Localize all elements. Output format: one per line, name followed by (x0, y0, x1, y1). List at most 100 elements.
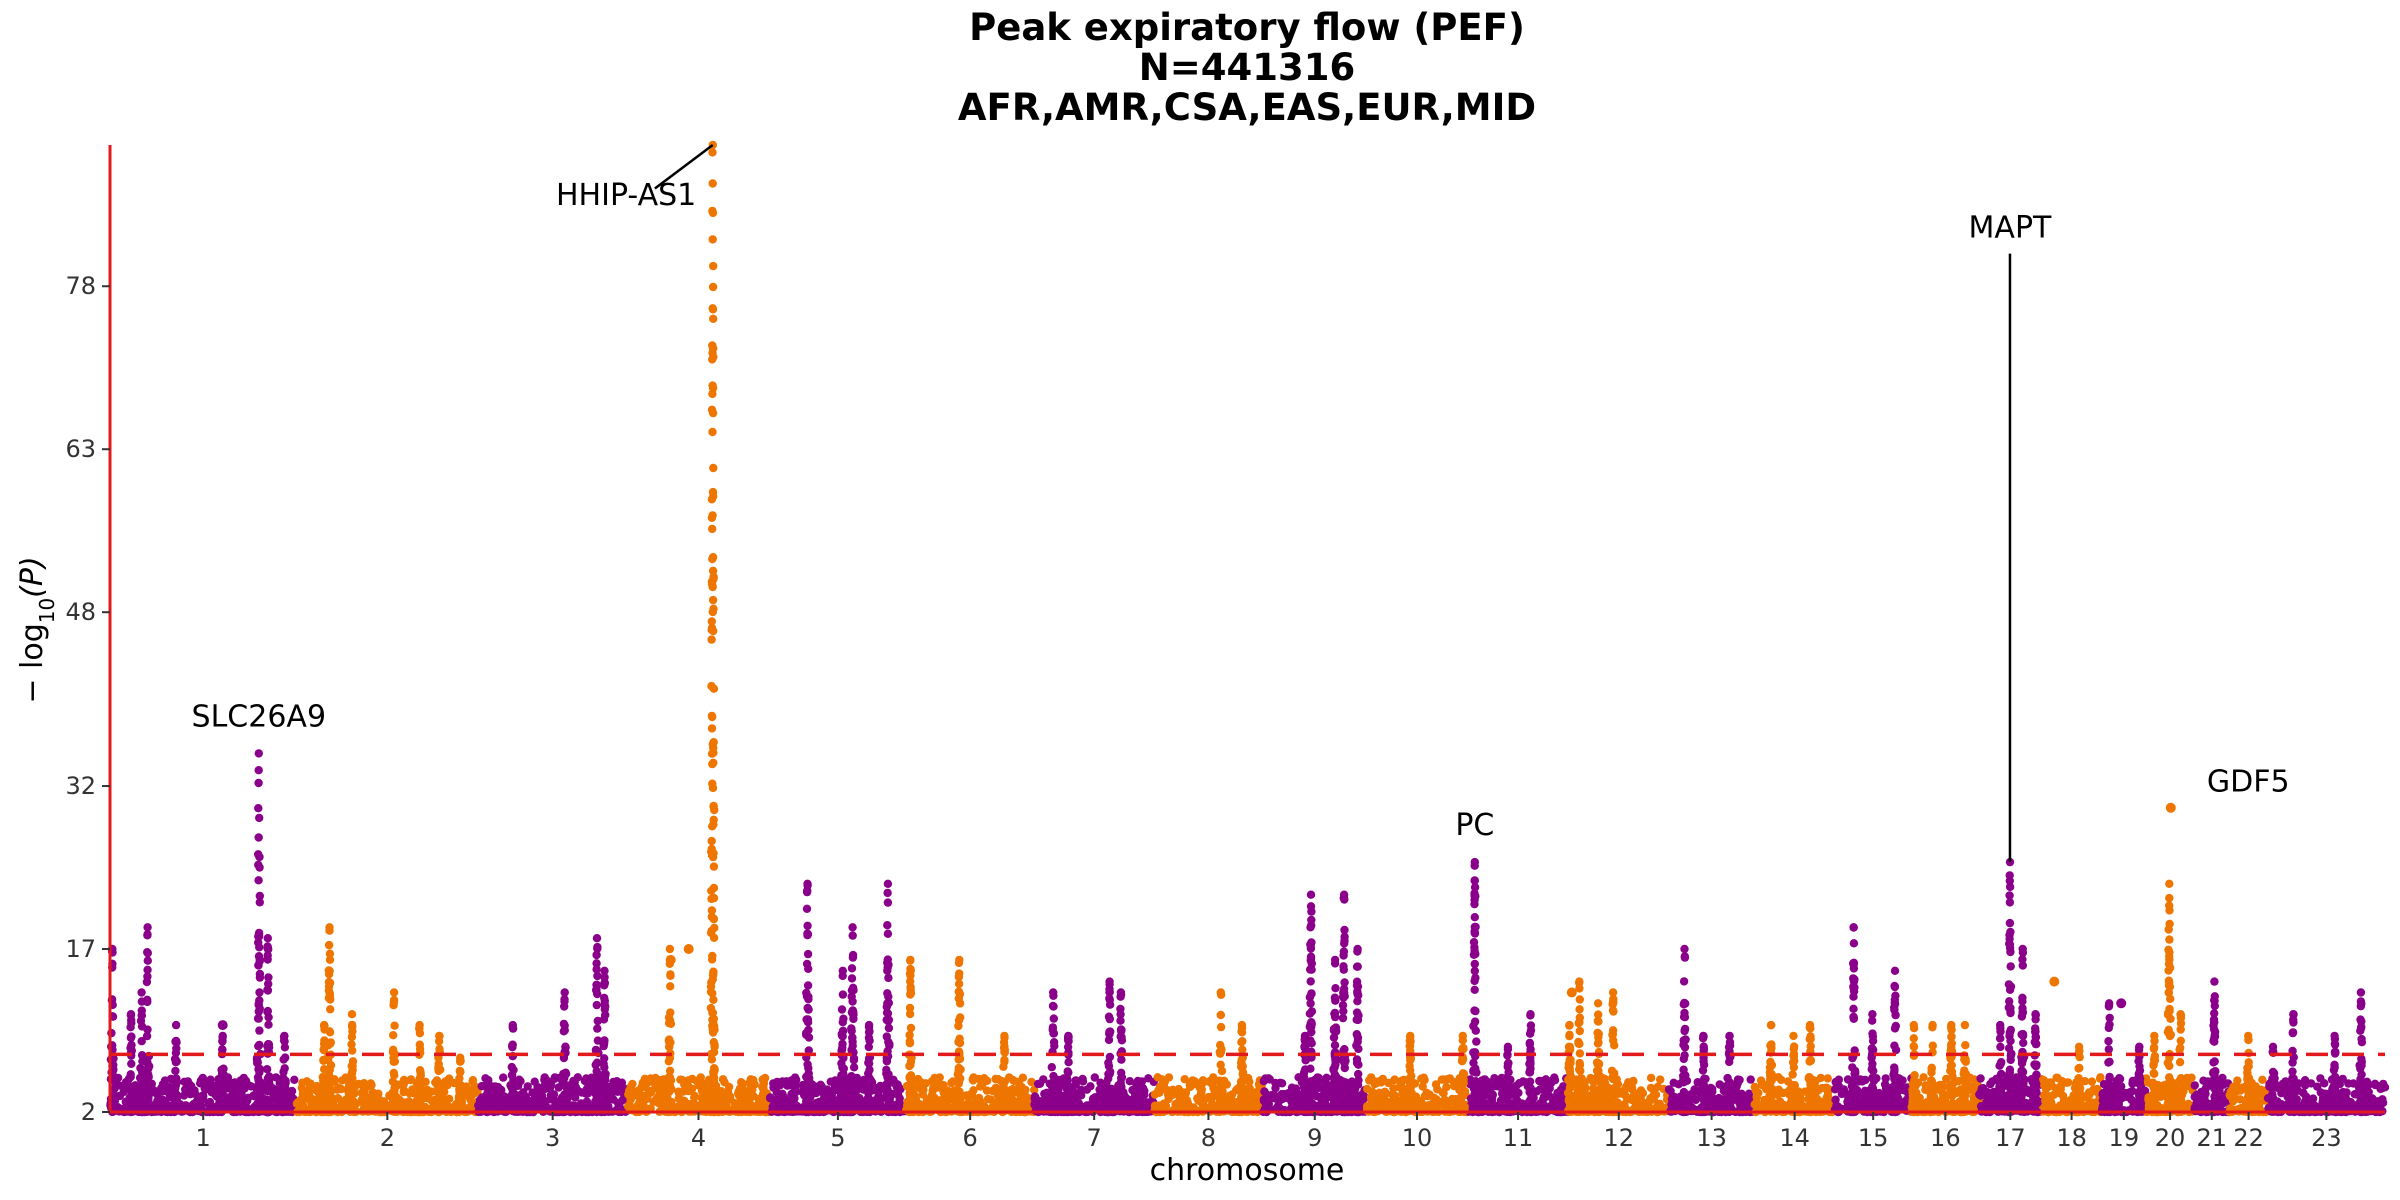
snp-point (153, 1096, 162, 1106)
snp-point (1291, 1095, 1300, 1105)
snp-point (548, 1095, 557, 1104)
snp-point (1418, 1082, 1427, 1091)
snp-point (1976, 1074, 1985, 1083)
snp-point (968, 1075, 977, 1084)
snp-point (186, 1090, 195, 1099)
chromosome-points-4 (623, 1073, 774, 1117)
snp-point (831, 1085, 840, 1095)
snp-point (573, 1073, 582, 1082)
snp-point (1030, 1085, 1039, 1095)
snp-point (1168, 1085, 1178, 1095)
snp-point (543, 1103, 552, 1113)
snp-point (615, 1085, 624, 1094)
snp-point (974, 1093, 984, 1103)
snp-point (2300, 1076, 2310, 1085)
snp-point (490, 1091, 500, 1101)
snp-point (1287, 1083, 1297, 1092)
snp-point (626, 1095, 635, 1104)
snp-point (1919, 1073, 1928, 1082)
snp-point (1880, 1091, 1889, 1100)
snp-point (775, 1081, 785, 1090)
snp-point (1656, 1075, 1665, 1084)
snp-point (1542, 1092, 1551, 1101)
snp-point (1536, 1085, 1545, 1094)
snp-point (464, 1090, 473, 1099)
snp-point (965, 1093, 975, 1102)
peak-column (125, 1010, 138, 1117)
snp-point (136, 1063, 145, 1073)
snp-point (720, 1099, 729, 1109)
snp-point (1512, 1095, 1521, 1104)
snp-point (137, 1006, 146, 1015)
snp-point (2344, 1079, 2353, 1088)
snp-point (2087, 1077, 2097, 1086)
snp-point (935, 1073, 944, 1082)
snp-point (185, 1080, 195, 1090)
snp-point (1365, 1076, 1374, 1085)
snp-point (1738, 1098, 1747, 1108)
snp-point (116, 1081, 126, 1091)
snp-point (1752, 1092, 1761, 1102)
snp-point (746, 1084, 755, 1094)
snp-point (892, 1082, 901, 1092)
snp-point (2058, 1077, 2067, 1086)
snp-point (1537, 1077, 1546, 1086)
snp-point (942, 1089, 951, 1098)
chromosome-points-10 (1362, 1073, 1472, 1117)
snp-point (674, 1089, 684, 1098)
snp-point (720, 1078, 729, 1087)
snp-point (2232, 1081, 2241, 1091)
snp-point (1155, 1087, 1164, 1097)
snp-point (1366, 1092, 1376, 1102)
snp-point (470, 1082, 479, 1091)
snp-point (497, 1098, 507, 1107)
snp-point (1881, 1084, 1891, 1093)
snp-point (407, 1103, 416, 1112)
snp-point (487, 1082, 497, 1091)
snp-point (341, 1073, 350, 1082)
snp-point (783, 1096, 792, 1106)
chromosome-points-18 (2037, 1073, 2106, 1117)
snp-point (791, 1087, 801, 1097)
snp-point (1088, 1098, 1097, 1107)
snp-point (1137, 1077, 1147, 1086)
snp-point (1433, 1085, 1442, 1094)
snp-point (1419, 1073, 1429, 1082)
snp-point (550, 1074, 559, 1084)
snp-point (982, 1076, 992, 1086)
snp-point (533, 1082, 542, 1092)
title-line-2: N=441316 (1139, 46, 1355, 89)
snp-point (628, 1079, 637, 1089)
snp-point (1020, 1094, 1029, 1103)
peak-top-point (126, 1010, 136, 1019)
snp-point (1881, 1074, 1890, 1083)
snp-point (359, 1100, 369, 1110)
snp-point (1388, 1091, 1398, 1100)
snp-point (1020, 1086, 1029, 1095)
snp-point (474, 1101, 483, 1110)
snp-point (244, 1081, 253, 1090)
snp-point (1490, 1074, 1499, 1083)
snp-point (192, 1096, 202, 1106)
snp-point (198, 1073, 207, 1083)
snp-point (236, 1076, 245, 1085)
snp-point (1259, 1077, 1269, 1086)
snp-point (680, 1080, 689, 1089)
snp-point (1078, 1077, 1088, 1086)
snp-point (157, 1083, 166, 1093)
snp-point (1439, 1075, 1448, 1084)
snp-point (758, 1094, 767, 1103)
snp-point (135, 1073, 145, 1083)
snp-point (126, 1102, 135, 1112)
snp-point (368, 1088, 378, 1097)
snp-point (782, 1077, 791, 1086)
snp-point (231, 1094, 240, 1103)
snp-point (2051, 1084, 2061, 1093)
snp-point (127, 1059, 136, 1069)
snp-point (2303, 1095, 2313, 1104)
snp-point (1086, 1082, 1095, 1091)
snp-point (1252, 1099, 1261, 1108)
snp-point (1732, 1082, 1741, 1091)
snp-point (499, 1073, 508, 1082)
snp-point (2372, 1101, 2381, 1110)
